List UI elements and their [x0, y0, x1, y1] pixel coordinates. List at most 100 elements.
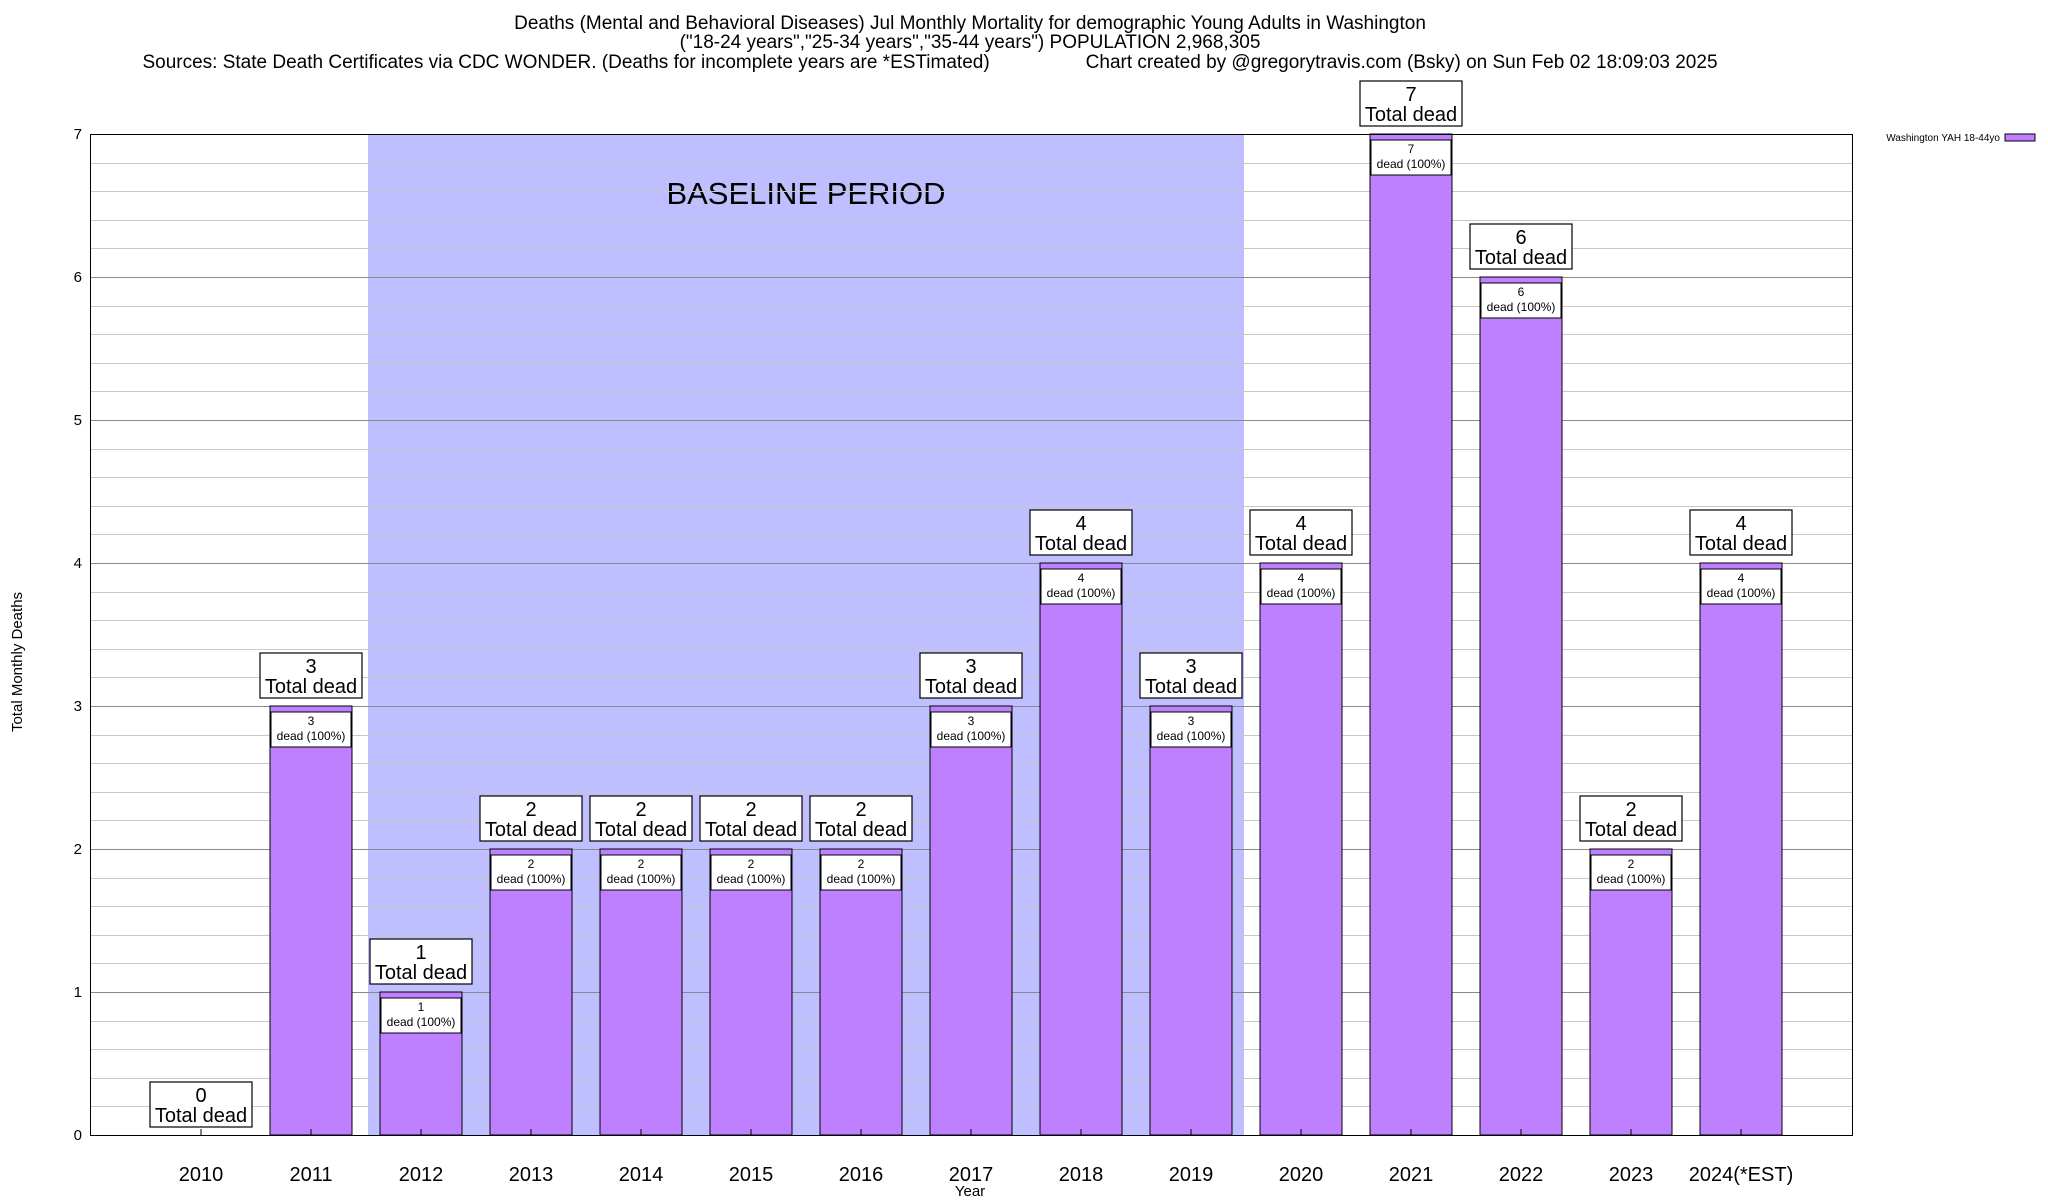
bar-inner-label-box	[930, 711, 1012, 748]
bar-inner-percent: dead (100%)	[937, 729, 1006, 743]
bar	[819, 848, 903, 1136]
x-tick-label: 2012	[399, 1164, 444, 1186]
total-label-count: 2	[525, 799, 536, 821]
total-label-box	[479, 795, 583, 842]
total-label-count: 3	[1185, 656, 1196, 678]
bar-inner-percent: dead (100%)	[1157, 729, 1226, 743]
y-tick-label: 4	[74, 555, 82, 572]
bar-inner-count: 6	[1518, 285, 1525, 299]
x-tick-label: 2014	[619, 1164, 664, 1186]
bar	[599, 848, 683, 1136]
bar	[709, 848, 793, 1136]
bar-inner-count: 7	[1408, 142, 1415, 156]
x-tick-label: 2016	[839, 1164, 884, 1186]
x-tick-label: 2011	[289, 1164, 332, 1186]
total-label-word: Total dead	[1255, 533, 1347, 555]
total-label-word: Total dead	[1035, 533, 1127, 555]
bar-inner-percent: dead (100%)	[1047, 586, 1116, 600]
total-label-count: 6	[1515, 227, 1526, 249]
total-label-word: Total dead	[155, 1105, 247, 1127]
total-label-word: Total dead	[1365, 104, 1457, 126]
bar-inner-count: 1	[418, 1000, 425, 1014]
chart-subtitle: ("18-24 years","25-34 years","35-44 year…	[679, 32, 1261, 53]
x-tick-label: 2021	[1389, 1164, 1434, 1186]
bar-inner-label-box	[1370, 139, 1452, 176]
y-tick-label: 3	[74, 698, 82, 715]
total-label-box	[919, 652, 1023, 699]
y-tick-label: 0	[74, 1127, 82, 1144]
total-label-count: 2	[855, 799, 866, 821]
bar	[1149, 705, 1233, 1136]
bar-inner-percent: dead (100%)	[387, 1015, 456, 1029]
x-tick-label: 2020	[1279, 1164, 1324, 1186]
bar-inner-percent: dead (100%)	[607, 872, 676, 886]
total-label-box	[809, 795, 913, 842]
total-label-word: Total dead	[485, 819, 577, 841]
bar-inner-percent: dead (100%)	[277, 729, 346, 743]
bar-inner-label-box	[380, 997, 462, 1034]
total-label-word: Total dead	[595, 819, 687, 841]
bar	[269, 705, 353, 1136]
plot-frame	[90, 134, 1853, 1136]
total-label-box	[149, 1081, 253, 1128]
bar	[1259, 562, 1343, 1136]
total-label-word: Total dead	[925, 676, 1017, 698]
bar	[1369, 133, 1453, 1136]
y-tick-label: 7	[74, 126, 82, 143]
bar-inner-count: 4	[1298, 571, 1305, 585]
bar	[929, 705, 1013, 1136]
bar	[1589, 848, 1673, 1136]
x-tick-label: 2022	[1499, 1164, 1544, 1186]
bar-inner-label-box	[820, 854, 902, 891]
bar-inner-count: 3	[968, 714, 975, 728]
bar-inner-percent: dead (100%)	[1597, 872, 1666, 886]
total-label-word: Total dead	[1145, 676, 1237, 698]
bar-inner-label-box	[1040, 568, 1122, 605]
total-label-box	[1359, 80, 1463, 127]
bar-inner-percent: dead (100%)	[1487, 300, 1556, 314]
x-tick-label: 2019	[1169, 1164, 1214, 1186]
total-label-count: 3	[305, 656, 316, 678]
total-label-box	[1689, 509, 1793, 556]
y-axis-label: Total Monthly Deaths	[9, 592, 26, 732]
x-tick-label: 2017	[949, 1164, 994, 1186]
legend: Washington YAH 18-44yo	[1886, 133, 2036, 144]
y-tick-label: 6	[74, 269, 82, 286]
bar	[1699, 562, 1783, 1136]
total-label-box	[1249, 509, 1353, 556]
x-tick-label: 2023	[1609, 1164, 1654, 1186]
bar-inner-label-box	[270, 711, 352, 748]
x-axis-label: Year	[955, 1183, 985, 1200]
bar-inner-percent: dead (100%)	[1377, 157, 1446, 171]
bar-inner-label-box	[1260, 568, 1342, 605]
total-label-box	[1139, 652, 1243, 699]
total-label-word: Total dead	[375, 962, 467, 984]
baseline-period-label: BASELINE PERIOD	[666, 176, 945, 211]
total-label-box	[699, 795, 803, 842]
bar-inner-label-box	[490, 854, 572, 891]
bar-inner-percent: dead (100%)	[827, 872, 896, 886]
x-tick-label: 2010	[179, 1164, 224, 1186]
bar-inner-count: 2	[638, 857, 645, 871]
total-label-count: 4	[1075, 513, 1086, 535]
total-label-count: 2	[635, 799, 646, 821]
bar-inner-label-box	[1700, 568, 1782, 605]
bar-inner-count: 3	[1188, 714, 1195, 728]
total-label-box	[259, 652, 363, 699]
legend-label: Washington YAH 18-44yo	[1886, 133, 2000, 144]
x-tick-label: 2015	[729, 1164, 774, 1186]
total-label-count: 1	[415, 942, 426, 964]
chart-source: Sources: State Death Certificates via CD…	[142, 52, 990, 73]
total-label-word: Total dead	[705, 819, 797, 841]
